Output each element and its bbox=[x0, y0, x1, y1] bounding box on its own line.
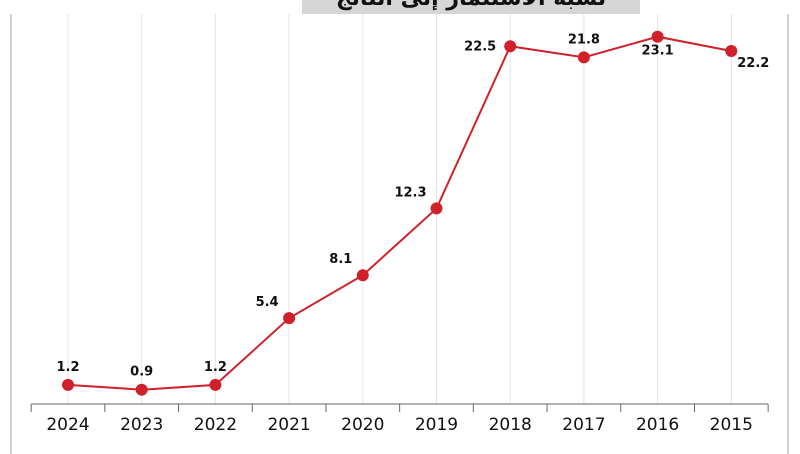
data-point bbox=[356, 269, 369, 282]
data-point bbox=[651, 30, 664, 43]
x-tick-label: 2015 bbox=[710, 415, 753, 435]
x-tick-label: 2020 bbox=[341, 415, 384, 435]
data-label: 22.2 bbox=[737, 56, 769, 71]
x-tick-label: 2022 bbox=[194, 415, 237, 435]
series-line bbox=[67, 35, 732, 391]
x-tick-label: 2023 bbox=[120, 415, 163, 435]
data-label: 8.1 bbox=[329, 252, 352, 267]
data-label: 1.2 bbox=[204, 360, 227, 375]
data-point bbox=[135, 383, 148, 396]
x-tick-label: 2019 bbox=[415, 415, 458, 435]
data-label: 12.3 bbox=[394, 185, 426, 200]
data-label: 23.1 bbox=[642, 44, 674, 59]
data-point bbox=[62, 378, 74, 391]
x-tick-label: 2024 bbox=[46, 415, 89, 435]
x-tick-label: 2018 bbox=[489, 415, 532, 435]
x-tick-label: 2021 bbox=[267, 415, 310, 435]
x-tick-label: 2017 bbox=[562, 415, 605, 435]
data-point bbox=[504, 40, 517, 53]
data-label: 0.9 bbox=[130, 365, 153, 380]
data-point bbox=[209, 378, 222, 391]
chart-frame bbox=[10, 14, 789, 454]
data-label: 5.4 bbox=[256, 295, 279, 310]
x-tick-label: 2016 bbox=[636, 415, 679, 435]
data-label: 1.2 bbox=[56, 360, 79, 375]
data-point bbox=[430, 202, 443, 215]
chart-title: نسبة الاستثمار إلى الناتج المحلي (%) bbox=[302, 0, 640, 14]
data-point bbox=[725, 45, 738, 58]
data-point bbox=[283, 312, 296, 325]
data-label: 22.5 bbox=[464, 39, 496, 54]
data-label: 21.8 bbox=[568, 32, 600, 47]
data-point bbox=[577, 51, 590, 64]
